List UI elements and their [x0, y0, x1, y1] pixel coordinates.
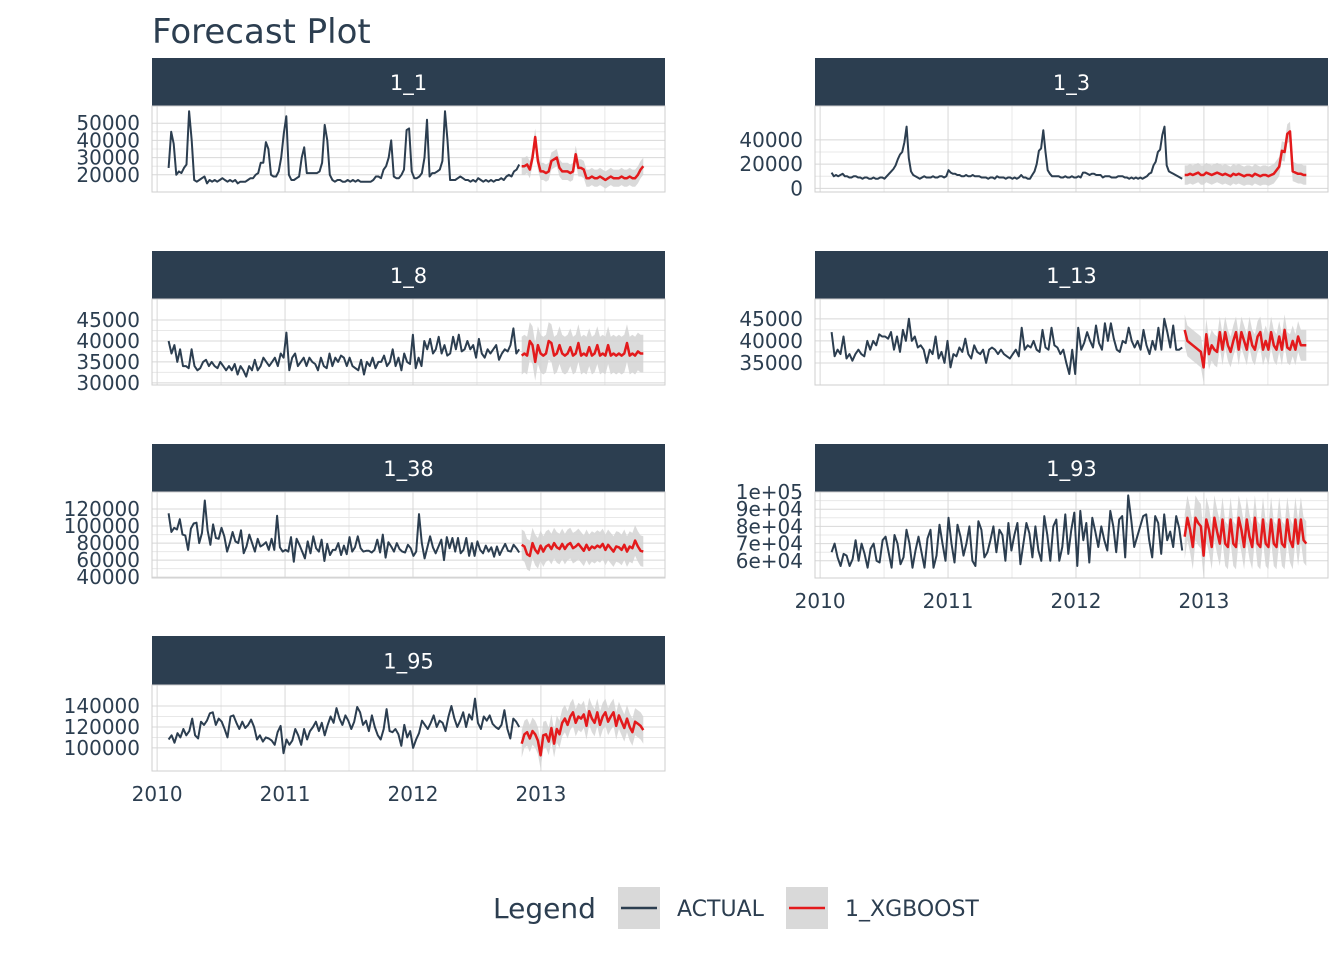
- plot-area: [167, 697, 645, 769]
- actual-line: [167, 110, 521, 185]
- x-tick-label: 2011: [260, 782, 311, 806]
- panel-border: [151, 298, 666, 386]
- x-tick-label: 2013: [1178, 589, 1229, 613]
- facet-strip: [815, 58, 1328, 106]
- facet-strip: [815, 251, 1328, 299]
- panels: 1_1500004000030000200001_3400002000001_8…: [64, 58, 1329, 806]
- y-tick-label: 120000: [64, 715, 140, 739]
- y-tick-label: 60000: [76, 548, 140, 572]
- y-tick-label: 140000: [64, 694, 140, 718]
- facet-strip-label: 1_95: [383, 650, 434, 675]
- forecast-line: [1183, 328, 1307, 369]
- y-tick-label: 100000: [64, 736, 140, 760]
- x-tick-label: 2011: [923, 589, 974, 613]
- y-tick-label: 30000: [76, 371, 140, 395]
- x-tick-label: 2012: [388, 782, 439, 806]
- actual-line: [830, 494, 1184, 569]
- facet-strip: [815, 444, 1328, 492]
- panel-border: [814, 298, 1329, 386]
- facet-strip: [152, 58, 665, 106]
- y-tick-label: 1e+05: [736, 480, 803, 504]
- forecast-ribbon: [521, 128, 644, 189]
- y-tick-label: 35000: [76, 350, 140, 374]
- y-tick-label: 40000: [76, 565, 140, 589]
- plot-area: [167, 110, 645, 189]
- y-tick-label: 45000: [739, 307, 803, 331]
- y-tick-label: 40000: [76, 128, 140, 152]
- y-tick-label: 45000: [76, 308, 140, 332]
- plot-area: [830, 121, 1307, 186]
- actual-line: [167, 499, 521, 563]
- forecast-line: [520, 709, 645, 757]
- plot-area: [167, 322, 644, 381]
- x-tick-label: 2013: [515, 782, 566, 806]
- y-tick-label: 8e+04: [736, 514, 803, 538]
- facet-strip: [152, 636, 665, 685]
- plot-area: [830, 314, 1307, 383]
- y-tick-label: 100000: [64, 514, 140, 538]
- actual-line: [830, 125, 1183, 180]
- y-tick-label: 50000: [76, 111, 140, 135]
- legend-title: Legend: [493, 892, 596, 925]
- panel-border: [814, 491, 1329, 579]
- plot-area: [167, 499, 644, 572]
- chart-title: Forecast Plot: [152, 12, 371, 52]
- forecast-line: [1184, 130, 1307, 178]
- forecast-ribbon: [521, 322, 644, 381]
- y-tick-label: 7e+04: [736, 532, 803, 556]
- y-tick-label: 0: [790, 176, 803, 200]
- facet-strip-label: 1_3: [1053, 71, 1090, 96]
- x-tick-label: 2010: [132, 782, 183, 806]
- facet-strip-label: 1_93: [1046, 457, 1097, 482]
- facet-strip-label: 1_13: [1046, 264, 1097, 289]
- facet-strip-label: 1_38: [383, 457, 434, 482]
- forecast-ribbon: [521, 697, 644, 769]
- legend: Legend ACTUAL 1_XGBOOST: [493, 887, 979, 929]
- legend-label-actual: ACTUAL: [677, 897, 765, 922]
- forecast-line: [520, 339, 644, 364]
- y-tick-label: 80000: [76, 531, 140, 555]
- facet-strip: [152, 444, 665, 492]
- x-tick-label: 2012: [1051, 589, 1102, 613]
- y-tick-label: 35000: [739, 351, 803, 375]
- facet-strip: [152, 251, 665, 299]
- legend-label-xgboost: 1_XGBOOST: [845, 897, 979, 922]
- actual-line: [830, 317, 1183, 375]
- y-tick-label: 9e+04: [736, 497, 803, 521]
- forecast-line: [1183, 516, 1308, 557]
- plot-area: [830, 494, 1308, 578]
- y-tick-label: 40000: [76, 329, 140, 353]
- forecast-line: [521, 539, 644, 558]
- actual-line: [167, 697, 521, 755]
- panel-border: [151, 684, 666, 772]
- y-tick-label: 120000: [64, 497, 140, 521]
- y-tick-label: 20000: [739, 152, 803, 176]
- panel-border: [151, 105, 666, 193]
- panel-border: [151, 491, 666, 579]
- panel-border: [814, 105, 1329, 193]
- facet-strip-label: 1_1: [390, 71, 427, 96]
- y-tick-label: 40000: [739, 128, 803, 152]
- x-tick-label: 2010: [795, 589, 846, 613]
- forecast-line: [521, 135, 645, 182]
- facet-strip-label: 1_8: [390, 264, 427, 289]
- actual-line: [167, 327, 521, 378]
- y-tick-label: 20000: [76, 163, 140, 187]
- y-tick-label: 30000: [76, 146, 140, 170]
- y-tick-label: 40000: [739, 329, 803, 353]
- y-tick-label: 6e+04: [736, 549, 803, 573]
